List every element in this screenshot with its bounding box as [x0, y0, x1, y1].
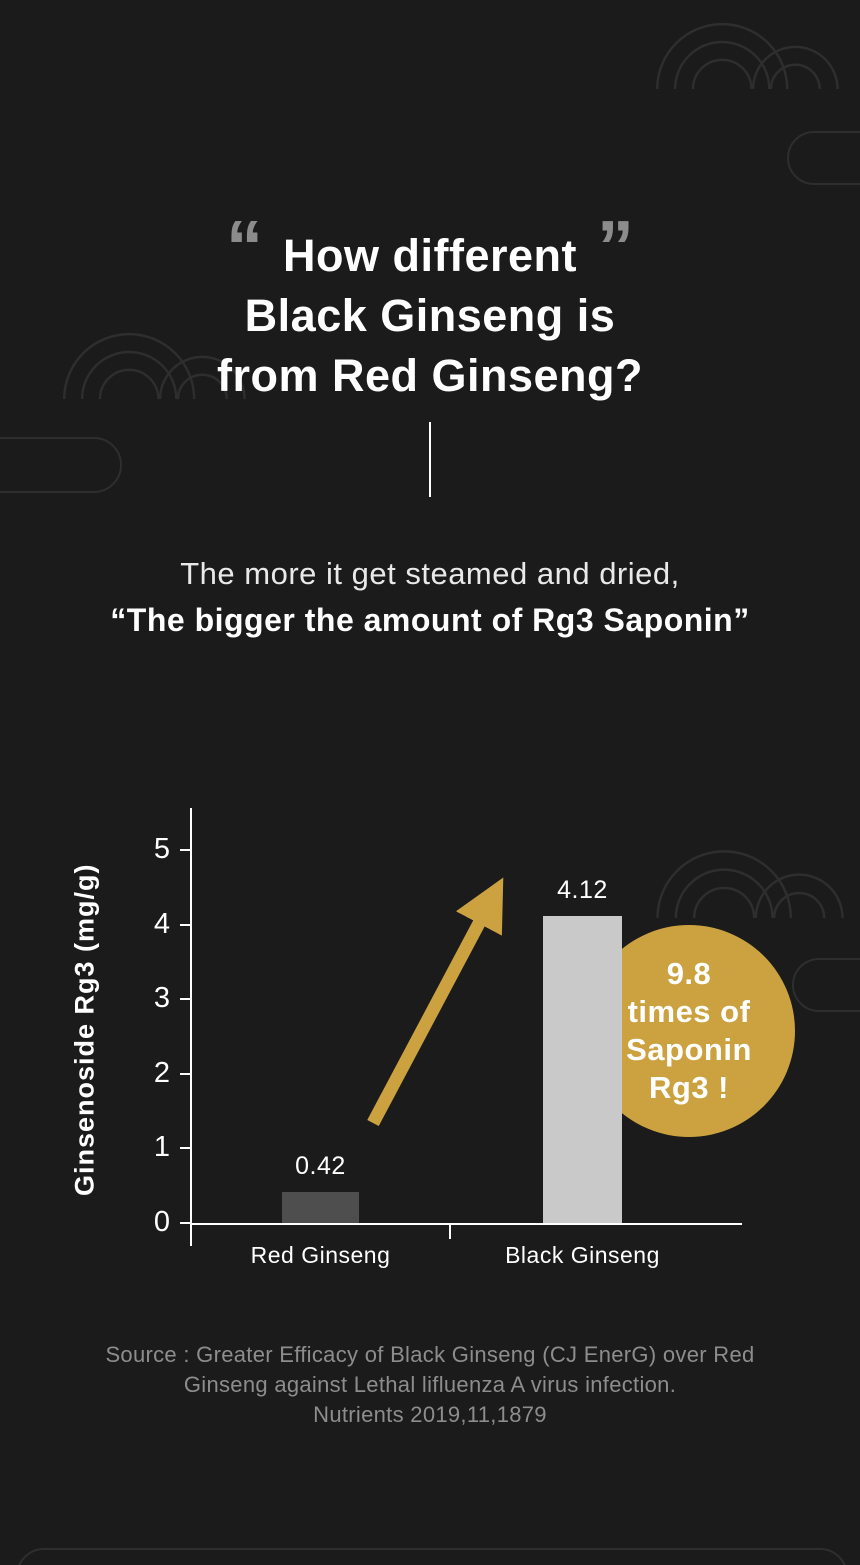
y-tick-label: 1	[153, 1131, 170, 1164]
x-tick-mark	[449, 1223, 451, 1239]
source-citation: Source : Greater Efficacy of Black Ginse…	[0, 1340, 860, 1430]
badge-line-3: Saponin	[626, 1032, 752, 1067]
badge-line-4: Rg3 !	[649, 1070, 729, 1105]
y-tick-mark	[180, 998, 191, 1001]
subtitle-line-2: “The bigger the amount of Rg3 Saponin”	[110, 602, 750, 638]
y-tick-label: 5	[153, 833, 170, 865]
y-tick-mark	[180, 1222, 191, 1224]
page-title-line-2: Black Ginseng is	[244, 290, 616, 341]
subtitle-line-1: The more it get steamed and dried,	[180, 556, 680, 591]
y-tick-label: 4	[153, 907, 170, 940]
cloud-arcs-ornament-top-right	[655, 22, 839, 90]
source-line-2: Ginseng against Lethal lifluenza A virus…	[183, 1372, 677, 1397]
header: “ How different ” Black Ginseng is from …	[0, 210, 860, 406]
vertical-divider	[429, 422, 431, 497]
y-tick-mark	[180, 1072, 191, 1075]
badge-line-1: 9.8	[666, 956, 712, 991]
x-category-label: Red Ginseng	[250, 1242, 391, 1268]
cloud-arcs-ornament-mid-right	[656, 850, 844, 918]
close-quote-icon: ”	[597, 205, 634, 288]
y-tick-mark	[180, 923, 191, 926]
y-tick-mark	[180, 849, 191, 851]
open-quote-icon: “	[226, 205, 263, 288]
pill-ornament-left	[0, 437, 122, 493]
pill-ornament-top-right	[787, 131, 860, 185]
page-title-line-3: from Red Ginseng?	[216, 350, 644, 401]
pill-ornament-right	[792, 958, 860, 1012]
source-line-1: Source : Greater Efficacy of Black Ginse…	[105, 1342, 755, 1367]
y-axis-label: Ginsenoside Rg3 (mg/g)	[69, 863, 100, 1197]
bar-chart: Ginsenoside Rg3 (mg/g) 0 1 2 3 4 5 0.42 Red Gi…	[60, 790, 780, 1300]
title-row: “ How different ”	[0, 210, 860, 286]
source-line-3: Nutrients 2019,11,1879	[313, 1402, 547, 1427]
y-tick-label: 2	[153, 1056, 170, 1089]
badge-line-2: times of	[627, 994, 751, 1029]
x-category-label: Black Ginseng	[505, 1242, 660, 1268]
subtitle: The more it get steamed and dried, “The …	[0, 556, 860, 639]
cloud-arcs-ornament-left	[62, 332, 246, 400]
page-title-line-1: How different	[283, 230, 577, 281]
pill-ornament-bottom	[16, 1548, 848, 1565]
bar-value-label: 0.42	[295, 1151, 346, 1180]
x-axis-line	[190, 1223, 742, 1225]
bar-black-ginseng	[543, 915, 622, 1223]
y-axis-line	[190, 808, 192, 1246]
bar-red-ginseng	[282, 1191, 359, 1223]
y-tick-label: 3	[153, 982, 170, 1015]
bar-value-label: 4.12	[557, 875, 608, 904]
y-tick-label: 0	[153, 1206, 170, 1238]
y-tick-mark	[180, 1147, 191, 1150]
